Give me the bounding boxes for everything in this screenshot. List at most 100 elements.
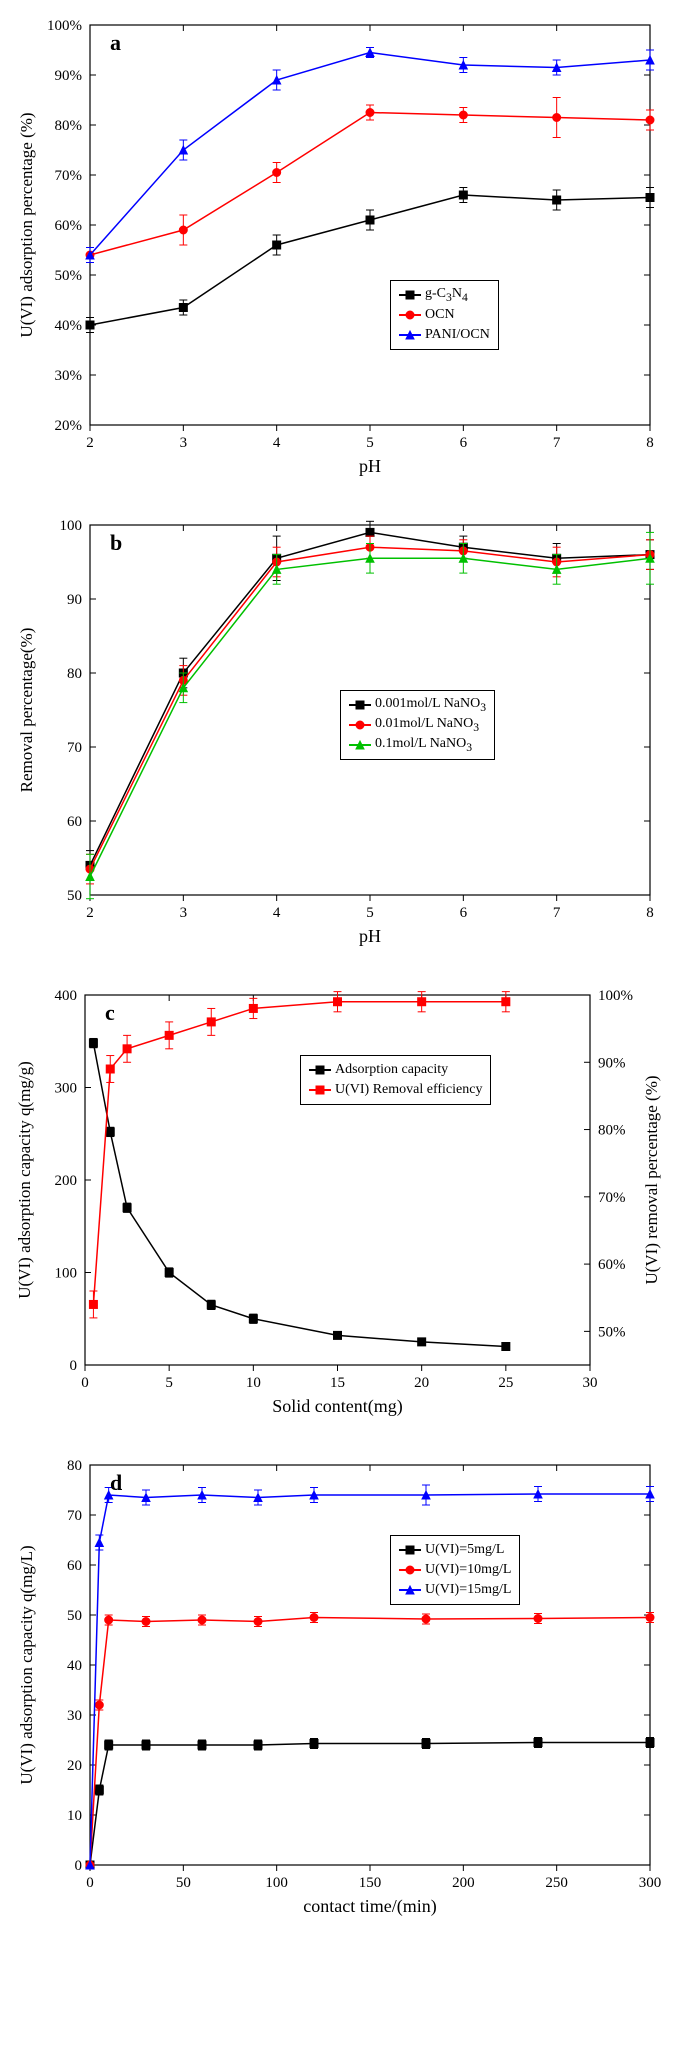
svg-text:U(VI) adsorption percentage: U(VI) adsorption percentage (%) — [17, 112, 36, 337]
svg-text:50: 50 — [67, 1608, 82, 1624]
svg-text:8: 8 — [646, 905, 654, 921]
svg-text:50: 50 — [67, 888, 82, 904]
svg-text:200: 200 — [452, 1875, 475, 1891]
svg-text:5: 5 — [366, 905, 374, 921]
svg-text:70: 70 — [67, 1508, 82, 1524]
svg-text:pH: pH — [359, 456, 381, 476]
svg-text:c: c — [105, 1000, 115, 1025]
svg-text:8: 8 — [646, 435, 654, 451]
svg-text:50%: 50% — [55, 268, 83, 284]
svg-text:30: 30 — [67, 1708, 82, 1724]
svg-text:30%: 30% — [55, 368, 83, 384]
svg-text:3: 3 — [180, 435, 188, 451]
legend-label: g-C3N4 — [425, 286, 468, 304]
svg-text:300: 300 — [639, 1875, 662, 1891]
legend-item: 0.001mol/L NaNO3 — [349, 695, 486, 715]
svg-text:200: 200 — [55, 1173, 78, 1189]
svg-text:0: 0 — [70, 1358, 78, 1374]
svg-text:7: 7 — [553, 905, 561, 921]
svg-text:20%: 20% — [55, 418, 83, 434]
legend-label: OCN — [425, 307, 455, 323]
svg-text:40: 40 — [67, 1658, 82, 1674]
svg-text:10: 10 — [67, 1808, 82, 1824]
svg-text:60: 60 — [67, 1558, 82, 1574]
svg-text:100%: 100% — [598, 988, 633, 1004]
legend-label: 0.001mol/L NaNO3 — [375, 696, 486, 714]
panel-c: 051015202530010020030040050%60%70%80%90%… — [10, 980, 675, 1420]
svg-text:6: 6 — [460, 435, 468, 451]
svg-text:20: 20 — [414, 1375, 429, 1391]
legend-label: U(VI)=5mg/L — [425, 1542, 504, 1558]
legend-item: U(VI)=15mg/L — [399, 1580, 511, 1600]
svg-text:90: 90 — [67, 592, 82, 608]
svg-text:80%: 80% — [55, 118, 83, 134]
legend-item: OCN — [399, 305, 490, 325]
svg-text:50%: 50% — [598, 1324, 626, 1340]
legend-label: U(VI)=10mg/L — [425, 1562, 511, 1578]
legend: U(VI)=5mg/L U(VI)=10mg/L U(VI)=15mg/L — [390, 1535, 520, 1605]
legend-item: 0.1mol/L NaNO3 — [349, 735, 486, 755]
svg-text:80%: 80% — [598, 1123, 626, 1139]
svg-text:pH: pH — [359, 926, 381, 946]
svg-text:50: 50 — [176, 1875, 191, 1891]
legend-item: PANI/OCN — [399, 325, 490, 345]
legend-label: Adsorption capacity — [335, 1062, 448, 1078]
svg-text:4: 4 — [273, 435, 281, 451]
svg-text:contact time/(min): contact time/(min) — [303, 1896, 436, 1917]
svg-text:Removal percentage(%): Removal percentage(%) — [17, 628, 36, 793]
legend-label: U(VI)=15mg/L — [425, 1582, 511, 1598]
svg-text:150: 150 — [359, 1875, 382, 1891]
svg-text:3: 3 — [180, 905, 188, 921]
svg-text:100: 100 — [265, 1875, 288, 1891]
svg-text:90%: 90% — [55, 68, 83, 84]
svg-text:2: 2 — [86, 905, 94, 921]
svg-text:U(VI) adsorption capacity q(mg: U(VI) adsorption capacity q(mg/L) — [17, 1545, 36, 1784]
svg-text:0: 0 — [81, 1375, 89, 1391]
svg-text:70%: 70% — [55, 168, 83, 184]
svg-text:7: 7 — [553, 435, 561, 451]
svg-text:80: 80 — [67, 1458, 82, 1474]
svg-text:40%: 40% — [55, 318, 83, 334]
svg-text:60%: 60% — [55, 218, 83, 234]
svg-text:5: 5 — [165, 1375, 173, 1391]
svg-text:0: 0 — [86, 1875, 94, 1891]
svg-text:d: d — [110, 1470, 122, 1495]
svg-text:300: 300 — [55, 1081, 78, 1097]
legend-label: 0.01mol/L NaNO3 — [375, 716, 479, 734]
svg-text:U(VI) adsorption capacity q(mg: U(VI) adsorption capacity q(mg/g) — [15, 1061, 34, 1298]
svg-text:100: 100 — [55, 1266, 78, 1282]
legend: Adsorption capacity U(VI) Removal effici… — [300, 1055, 491, 1105]
svg-text:90%: 90% — [598, 1055, 626, 1071]
svg-text:25: 25 — [498, 1375, 513, 1391]
svg-text:30: 30 — [583, 1375, 598, 1391]
svg-text:60: 60 — [67, 814, 82, 830]
svg-text:70: 70 — [67, 740, 82, 756]
svg-text:20: 20 — [67, 1758, 82, 1774]
svg-text:250: 250 — [545, 1875, 568, 1891]
legend-label: U(VI) Removal efficiency — [335, 1082, 482, 1098]
svg-text:6: 6 — [460, 905, 468, 921]
svg-text:4: 4 — [273, 905, 281, 921]
svg-text:10: 10 — [246, 1375, 261, 1391]
legend-item: U(VI) Removal efficiency — [309, 1080, 482, 1100]
legend-label: 0.1mol/L NaNO3 — [375, 736, 472, 754]
svg-text:b: b — [110, 530, 122, 555]
svg-text:U(VI) removal percentage (%): U(VI) removal percentage (%) — [642, 1075, 661, 1284]
legend-item: U(VI)=10mg/L — [399, 1560, 511, 1580]
svg-text:60%: 60% — [598, 1257, 626, 1273]
legend-label: PANI/OCN — [425, 327, 490, 343]
svg-text:a: a — [110, 30, 121, 55]
svg-text:0: 0 — [75, 1858, 83, 1874]
legend-item: g-C3N4 — [399, 285, 490, 305]
svg-text:80: 80 — [67, 666, 82, 682]
svg-text:100%: 100% — [47, 18, 82, 34]
panel-d: 0 50 100 150 200 250 300 0 10 20 30 40 50 60 70 80 — [10, 1450, 675, 1920]
legend: 0.001mol/L NaNO3 0.01mol/L NaNO3 0.1mol/… — [340, 690, 495, 760]
svg-text:100: 100 — [60, 518, 83, 534]
svg-text:15: 15 — [330, 1375, 345, 1391]
panel-a: 234567820%30%40%50%60%70%80%90%100% — [10, 10, 675, 480]
svg-text:400: 400 — [55, 988, 78, 1004]
legend-item: 0.01mol/L NaNO3 — [349, 715, 486, 735]
svg-text:2: 2 — [86, 435, 94, 451]
legend-item: U(VI)=5mg/L — [399, 1540, 511, 1560]
